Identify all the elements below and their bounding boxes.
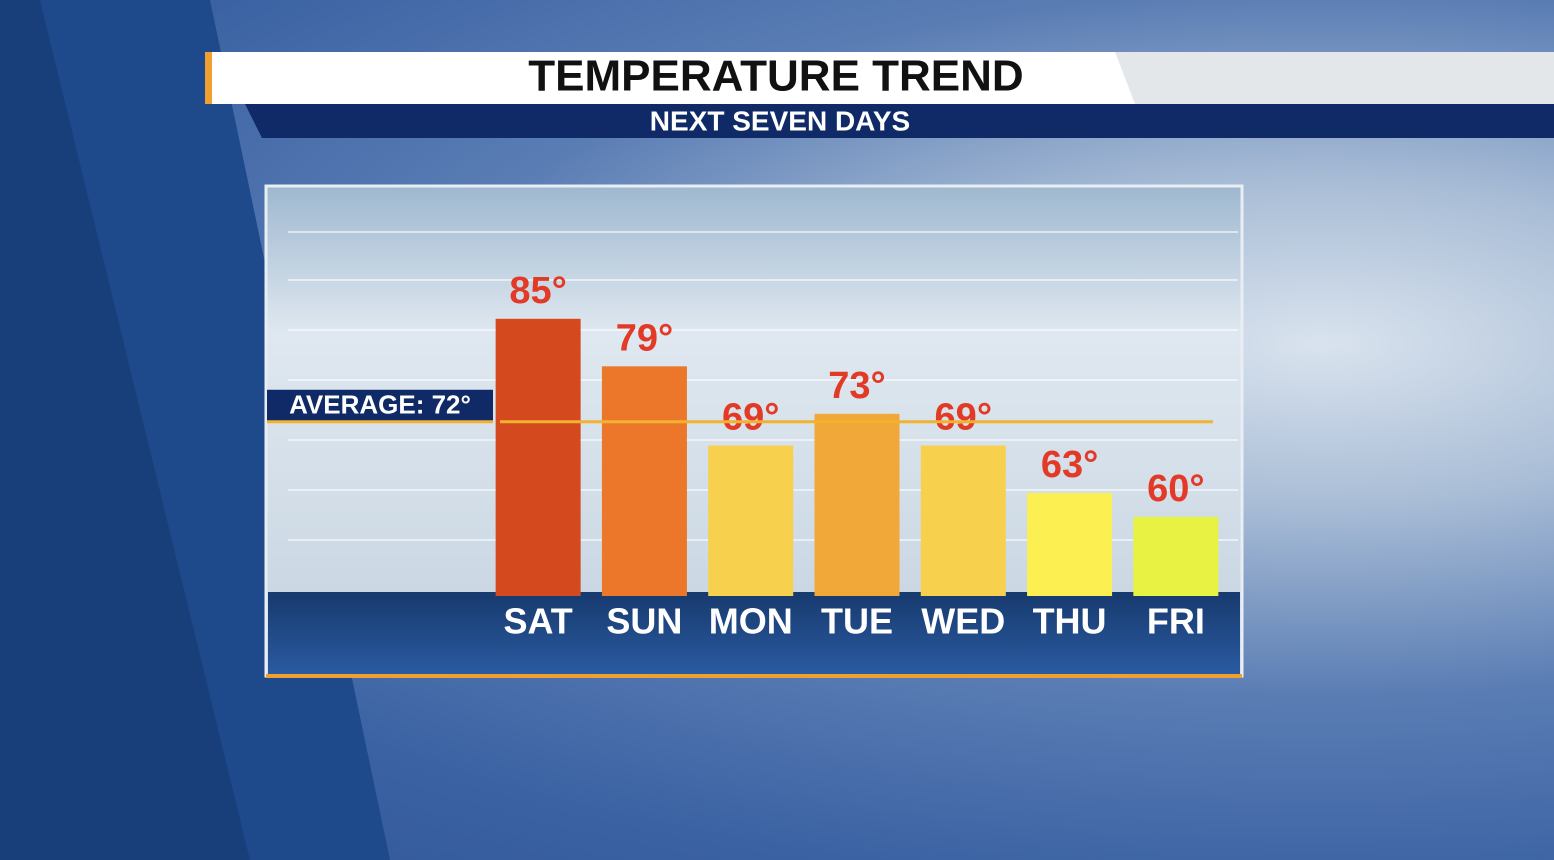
bar	[495, 318, 581, 596]
x-tick-label: SAT	[503, 601, 572, 642]
x-tick-label: SUN	[606, 601, 682, 642]
bar	[920, 445, 1006, 596]
value-label: 69°	[722, 397, 779, 439]
average-label-bg	[267, 389, 493, 422]
x-tick-label: WED	[921, 601, 1005, 642]
bar	[1133, 516, 1219, 596]
value-label: 60°	[1147, 468, 1204, 510]
bar	[708, 445, 794, 596]
bar	[1027, 493, 1113, 596]
value-label: 69°	[935, 397, 992, 439]
x-tick-label: FRI	[1147, 601, 1205, 642]
header-title-bg	[205, 52, 1135, 104]
decor-stripe	[0, 0, 250, 860]
bar	[814, 413, 900, 596]
header-subtitle-bg	[245, 104, 1554, 138]
chart-subtitle: NEXT SEVEN DAYS	[650, 105, 910, 136]
chart-title: TEMPERATURE TREND	[528, 52, 1023, 101]
value-label: 85°	[509, 270, 566, 312]
header-accent	[205, 52, 212, 104]
average-label: AVERAGE: 72°	[289, 390, 471, 420]
value-label: 73°	[828, 365, 885, 407]
label-band	[268, 592, 1240, 674]
bar	[601, 366, 687, 596]
value-label: 63°	[1041, 444, 1098, 486]
value-label: 79°	[616, 317, 673, 359]
x-tick-label: THU	[1033, 601, 1107, 642]
x-tick-label: TUE	[821, 601, 893, 642]
x-tick-label: MON	[709, 601, 793, 642]
